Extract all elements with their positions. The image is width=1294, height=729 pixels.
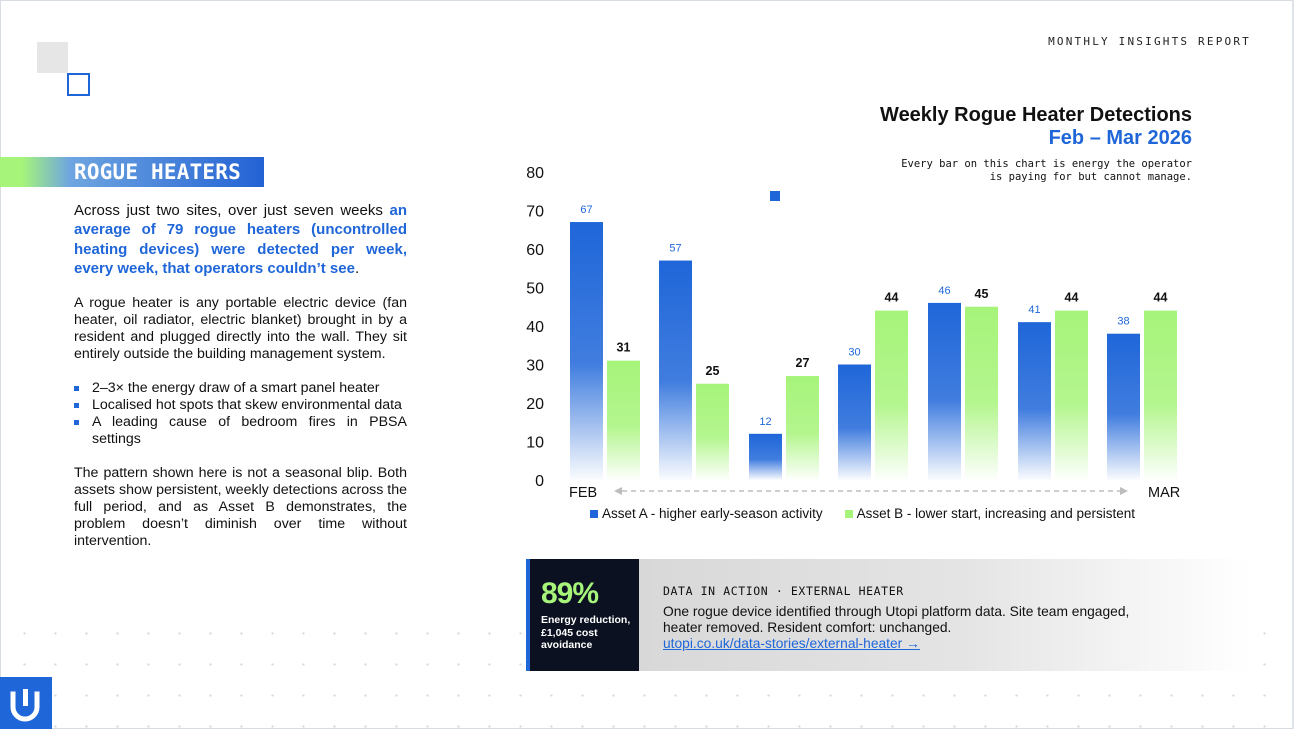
y-tick-label: 0 (535, 473, 544, 490)
bar-chart: 0 10 20 30 40 50 60 70 80 67 57 12 30 46 41 38 31 25 27 44 4… (526, 165, 1180, 501)
definition-paragraph: A rogue heater is any portable electric … (74, 295, 407, 363)
y-tick-label: 20 (526, 396, 544, 413)
data-label-asset-b: 31 (617, 341, 631, 355)
legend-swatch-asset-b (844, 509, 853, 518)
card-kicker: DATA IN ACTION · EXTERNAL HEATER (663, 584, 904, 598)
report-label: MONTHLY INSIGHTS REPORT (1048, 35, 1251, 48)
bar-asset-a (928, 302, 961, 480)
case-study-link[interactable]: utopi.co.uk/data-stories/external-heater… (663, 636, 920, 651)
y-tick-label: 70 (526, 204, 544, 221)
chart-title: Weekly Rogue Heater Detections (880, 104, 1192, 126)
stat-label: Energy reduction, £1,045 cost avoidance (541, 614, 631, 651)
blue-outline-square-decoration (67, 73, 90, 96)
utopi-u-logo-icon (10, 689, 40, 722)
risk-list: 2–3× the energy draw of a smart panel he… (74, 380, 407, 448)
bar-asset-a (659, 260, 692, 480)
data-label-asset-a: 57 (669, 243, 681, 255)
intro-paragraph: Across just two sites, over just seven w… (74, 201, 407, 278)
section-body: Across just two sites, over just seven w… (74, 201, 407, 567)
bar-asset-b (786, 376, 819, 480)
data-label-asset-a: 30 (848, 347, 860, 359)
stat-panel (526, 559, 639, 671)
bar-asset-a (749, 433, 782, 480)
chart-subtitle: Feb – Mar 2026 (1048, 127, 1192, 149)
bar-asset-a (838, 364, 871, 480)
legend-label: Asset A - higher early-season activity (602, 506, 823, 521)
y-tick-label: 40 (526, 319, 544, 336)
bar-asset-b (875, 310, 908, 480)
bar-asset-a (1107, 333, 1140, 480)
list-item: Localised hot spots that skew environmen… (74, 397, 407, 414)
case-study-card (526, 559, 1251, 671)
data-label-asset-b: 27 (796, 356, 810, 370)
chart-legend: Asset A - higher early-season activity A… (590, 506, 1157, 521)
intro-end: . (354, 259, 360, 277)
bar-asset-a (570, 222, 603, 481)
timeline-arrow-right-icon (1120, 487, 1128, 495)
data-label-asset-b: 45 (975, 287, 989, 301)
list-item: 2–3× the energy draw of a smart panel he… (74, 380, 407, 397)
bar-asset-b (696, 383, 729, 480)
legend-item-asset-b: Asset B - lower start, increasing and pe… (844, 506, 1135, 521)
bar-asset-b (1144, 310, 1177, 480)
y-tick-label: 30 (526, 358, 544, 375)
chart-note: Every bar on this chart is energy the op… (901, 158, 1192, 183)
utopi-logo (0, 677, 52, 729)
data-label-asset-a: 41 (1028, 304, 1040, 316)
legend-swatch-asset-a (590, 509, 598, 518)
timeline-arrow-left-icon (614, 487, 622, 495)
bar-asset-a (1018, 322, 1051, 480)
data-label-asset-a: 67 (580, 204, 592, 216)
data-label-asset-b: 44 (885, 291, 899, 305)
bar-asset-b (607, 360, 640, 480)
card-body: One rogue device identified through Utop… (663, 604, 1130, 636)
legend-label: Asset B - lower start, increasing and pe… (856, 506, 1135, 521)
grey-square-decoration (37, 42, 68, 73)
x-start-label: FEB (569, 485, 597, 501)
data-label-asset-a: 12 (759, 416, 771, 428)
data-label-asset-a: 38 (1117, 316, 1129, 328)
stat-value: 89% (541, 577, 599, 610)
y-tick-label: 80 (526, 165, 544, 182)
blue-square-decoration (770, 191, 780, 201)
section-heading: ROGUE HEATERS (74, 160, 241, 184)
legend-item-asset-a: Asset A - higher early-season activity (590, 506, 823, 521)
data-label-asset-a: 46 (938, 285, 950, 297)
y-tick-label: 60 (526, 242, 544, 259)
intro-text: Across just two sites, over just seven w… (74, 202, 390, 219)
bar-asset-b (1055, 310, 1088, 480)
data-label-asset-b: 44 (1154, 291, 1168, 305)
x-end-label: MAR (1148, 485, 1180, 501)
data-label-asset-b: 44 (1065, 291, 1079, 305)
bar-asset-b (965, 306, 998, 480)
y-tick-label: 10 (526, 435, 544, 452)
y-tick-label: 50 (526, 281, 544, 298)
list-item: A leading cause of bedroom fires in PBSA… (74, 414, 407, 448)
data-label-asset-b: 25 (706, 364, 720, 378)
intro-highlight: an average of 79 rogue heaters (uncontro… (74, 202, 407, 277)
section-heading-band (0, 157, 264, 187)
conclusion-paragraph: The pattern shown here is not a seasonal… (74, 465, 407, 550)
